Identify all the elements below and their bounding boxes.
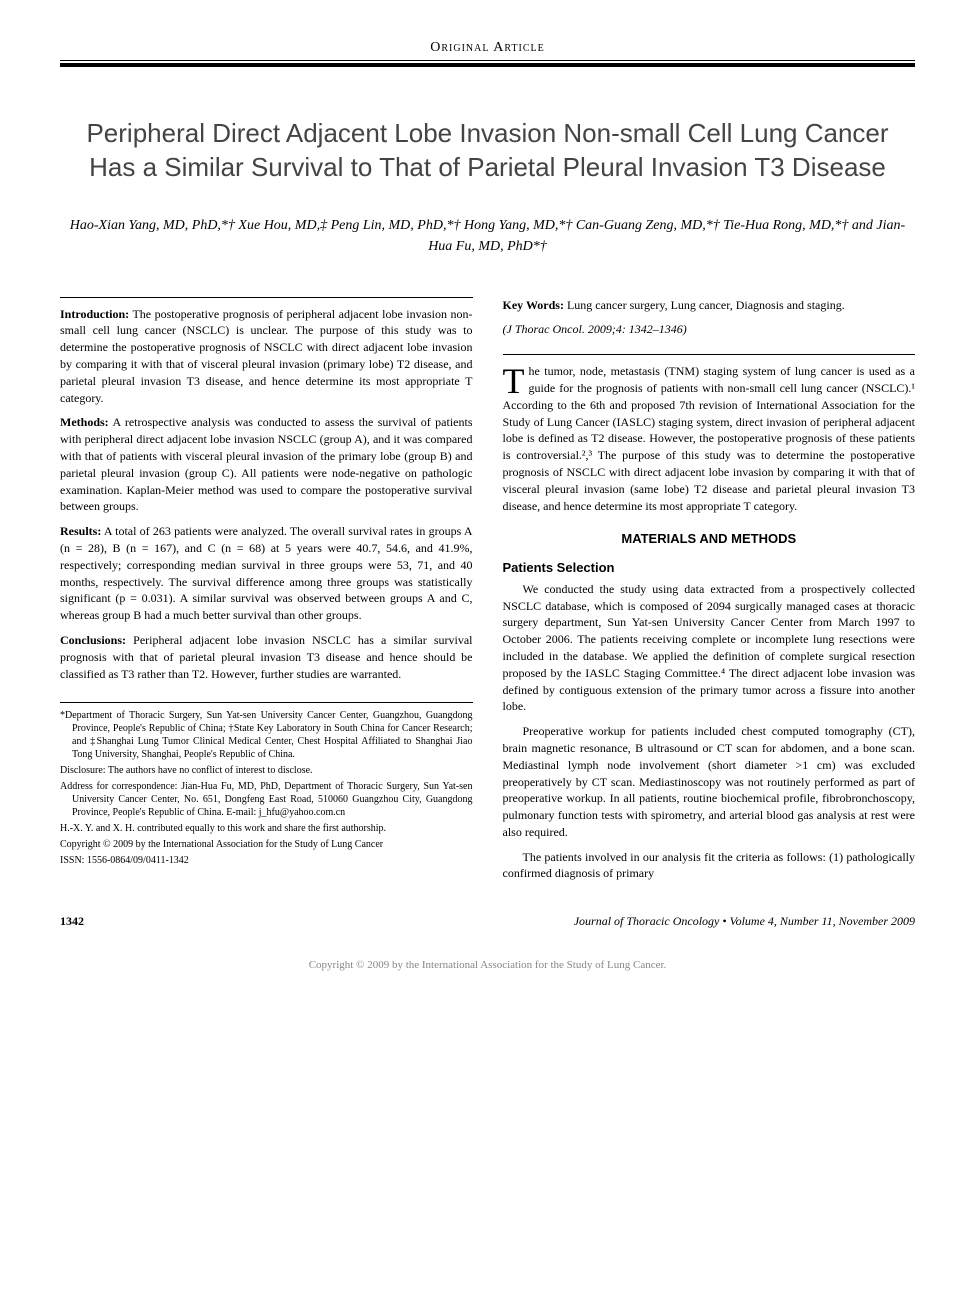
footnotes-section: *Department of Thoracic Surgery, Sun Yat… bbox=[60, 702, 473, 867]
article-title: Peripheral Direct Adjacent Lobe Invasion… bbox=[80, 117, 895, 185]
author-list: Hao-Xian Yang, MD, PhD,*† Xue Hou, MD,‡ … bbox=[60, 215, 915, 257]
footnote-issn: ISSN: 1556-0864/09/0411-1342 bbox=[60, 854, 473, 867]
footnote-correspondence: Address for correspondence: Jian-Hua Fu,… bbox=[60, 780, 473, 819]
intro-text: he tumor, node, metastasis (TNM) staging… bbox=[503, 364, 916, 512]
abstract-intro-label: Introduction: bbox=[60, 307, 129, 321]
abstract-introduction: Introduction: The postoperative prognosi… bbox=[60, 306, 473, 407]
article-header: Original Article bbox=[60, 40, 915, 67]
abstract-results: Results: A total of 263 patients were an… bbox=[60, 523, 473, 624]
keywords-label: Key Words: bbox=[503, 298, 564, 312]
abstract-conclusions: Conclusions: Peripheral adjacent lobe in… bbox=[60, 632, 473, 682]
abstract-methods-text: A retrospective analysis was conducted t… bbox=[60, 415, 473, 513]
right-column: Key Words: Lung cancer surgery, Lung can… bbox=[503, 297, 916, 891]
materials-methods-heading: MATERIALS AND METHODS bbox=[503, 530, 916, 548]
header-rule-thick bbox=[60, 63, 915, 67]
footnote-copyright: Copyright © 2009 by the International As… bbox=[60, 838, 473, 851]
left-column: Introduction: The postoperative prognosi… bbox=[60, 297, 473, 891]
abstract-results-text: A total of 263 patients were analyzed. T… bbox=[60, 524, 473, 622]
footnote-disclosure: Disclosure: The authors have no conflict… bbox=[60, 764, 473, 777]
page-number: 1342 bbox=[60, 914, 84, 929]
keywords-text: Lung cancer surgery, Lung cancer, Diagno… bbox=[567, 298, 845, 312]
patients-selection-heading: Patients Selection bbox=[503, 559, 916, 577]
abstract-methods-label: Methods: bbox=[60, 415, 109, 429]
dropcap-letter: T bbox=[503, 363, 529, 395]
footnote-affiliation: *Department of Thoracic Surgery, Sun Yat… bbox=[60, 709, 473, 761]
citation-rule bbox=[503, 354, 916, 355]
abstract-methods: Methods: A retrospective analysis was co… bbox=[60, 414, 473, 515]
patients-paragraph-1: We conducted the study using data extrac… bbox=[503, 581, 916, 715]
article-type-label: Original Article bbox=[60, 40, 915, 56]
journal-citation: (J Thorac Oncol. 2009;4: 1342–1346) bbox=[503, 321, 916, 338]
page-footer: 1342 Journal of Thoracic Oncology • Volu… bbox=[60, 914, 915, 929]
abstract-results-label: Results: bbox=[60, 524, 101, 538]
patients-paragraph-3: The patients involved in our analysis fi… bbox=[503, 849, 916, 883]
content-columns: Introduction: The postoperative prognosi… bbox=[60, 297, 915, 891]
abstract-top-rule bbox=[60, 297, 473, 298]
header-rule-thin bbox=[60, 60, 915, 61]
bottom-copyright: Copyright © 2009 by the International As… bbox=[60, 959, 915, 971]
abstract-conclusions-label: Conclusions: bbox=[60, 633, 126, 647]
journal-info: Journal of Thoracic Oncology • Volume 4,… bbox=[574, 914, 915, 929]
abstract-intro-text: The postoperative prognosis of periphera… bbox=[60, 307, 473, 405]
intro-paragraph: T he tumor, node, metastasis (TNM) stagi… bbox=[503, 363, 916, 514]
keywords-section: Key Words: Lung cancer surgery, Lung can… bbox=[503, 297, 916, 314]
patients-paragraph-2: Preoperative workup for patients include… bbox=[503, 723, 916, 841]
footnote-contribution: H.-X. Y. and X. H. contributed equally t… bbox=[60, 822, 473, 835]
